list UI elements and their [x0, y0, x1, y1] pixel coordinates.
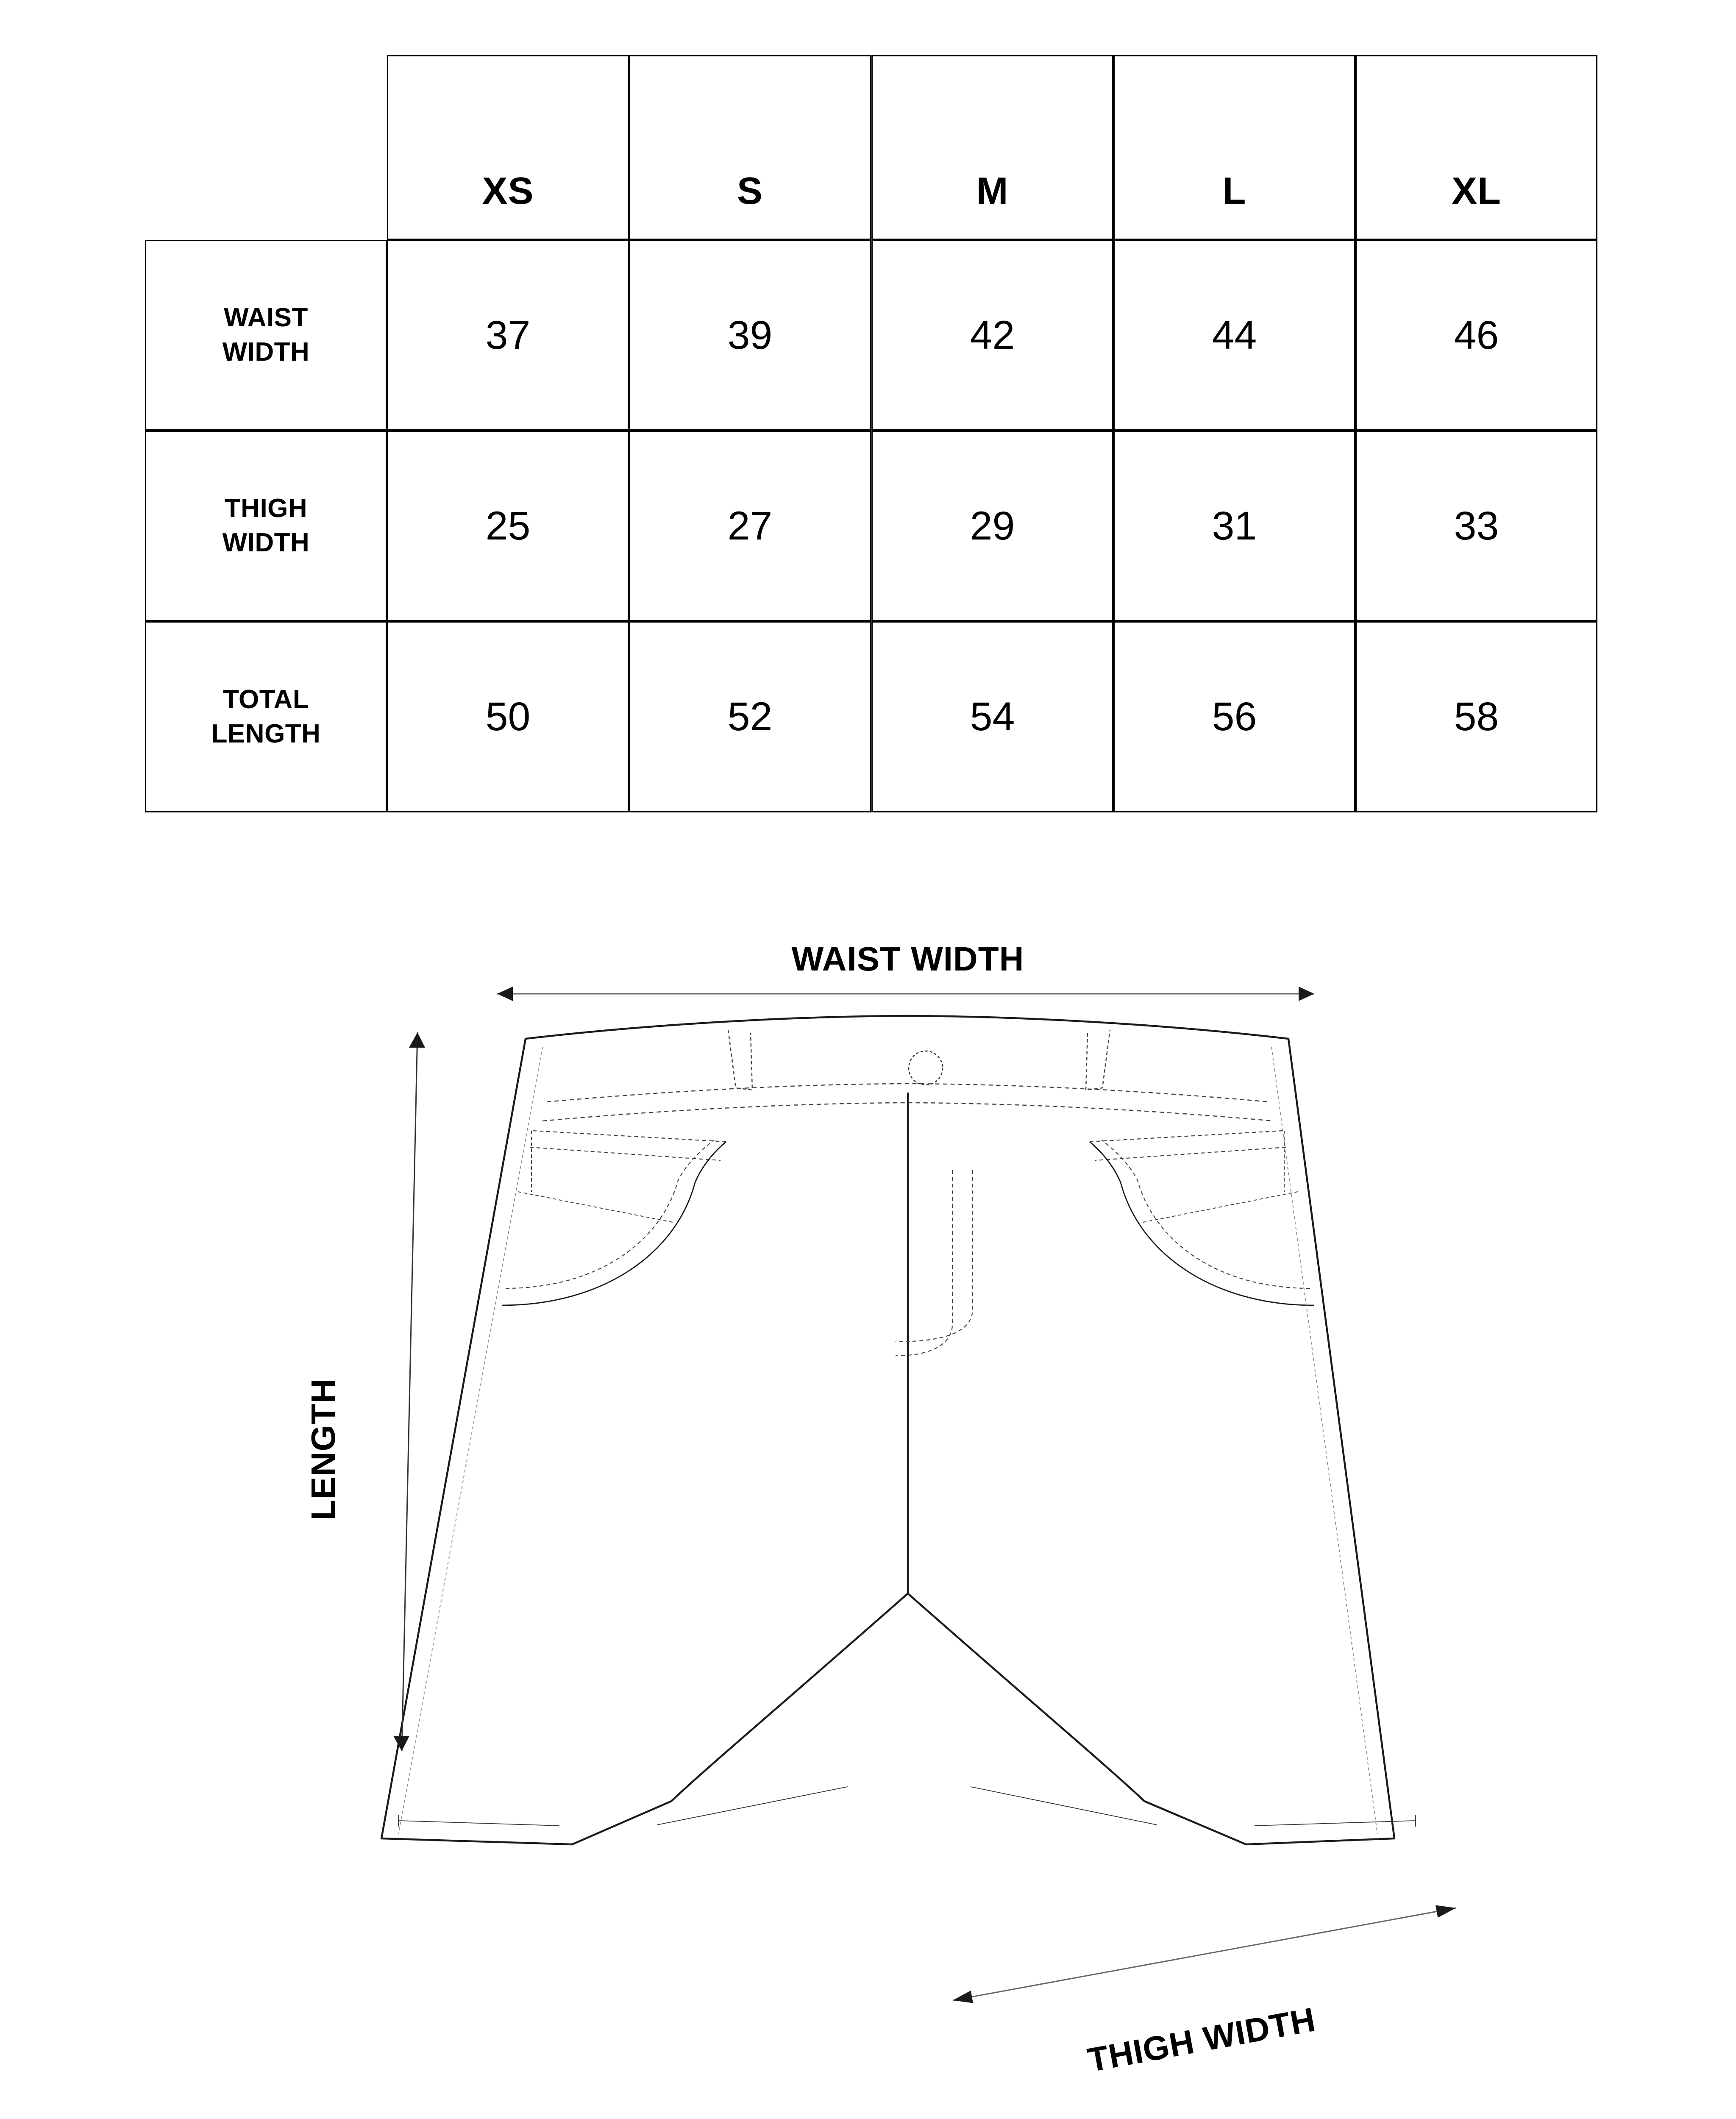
svg-text:LENGTH: LENGTH: [304, 1379, 342, 1521]
svg-text:THIGH WIDTH: THIGH WIDTH: [1085, 2000, 1318, 2079]
svg-text:WAIST WIDTH: WAIST WIDTH: [792, 940, 1024, 978]
